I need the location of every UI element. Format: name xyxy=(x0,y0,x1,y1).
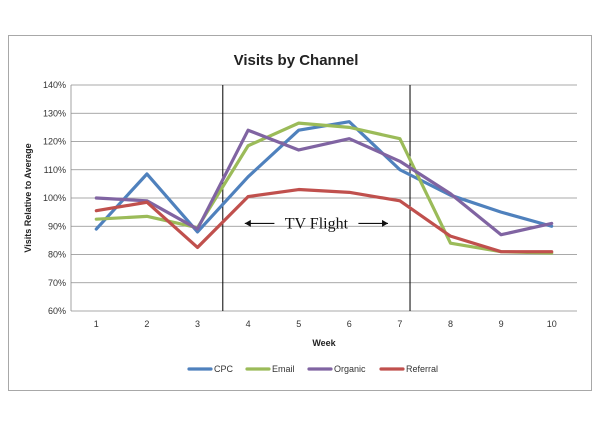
x-tick-label: 8 xyxy=(448,319,453,329)
x-axis-label: Week xyxy=(312,338,336,348)
gridlines xyxy=(70,84,577,312)
legend-label-organic: Organic xyxy=(334,364,366,374)
legend-label-referral: Referral xyxy=(406,364,438,374)
x-tick-label: 5 xyxy=(296,319,301,329)
legend-label-email: Email xyxy=(272,364,295,374)
y-tick-label: 60% xyxy=(48,306,66,316)
legend-label-cpc: CPC xyxy=(214,364,234,374)
y-tick-label: 70% xyxy=(48,278,66,288)
legend: CPC Email Organic Referral xyxy=(187,364,438,374)
x-tick-label: 6 xyxy=(347,319,352,329)
flight-label: TV Flight xyxy=(285,215,349,232)
flight-arrows xyxy=(244,219,389,227)
y-axis-label: Visits Relative to Average xyxy=(23,143,33,252)
series-line-organic xyxy=(94,128,554,237)
y-tick-label: 100% xyxy=(43,193,66,203)
y-tick-label: 80% xyxy=(48,250,66,260)
x-tick-label: 1 xyxy=(94,319,99,329)
y-tick-label: 90% xyxy=(48,221,66,231)
x-axis-ticks: 1 2 3 4 5 6 7 8 9 10 xyxy=(94,319,557,329)
series-line-referral xyxy=(94,187,554,254)
x-tick-label: 3 xyxy=(195,319,200,329)
series-lines xyxy=(94,120,554,255)
x-tick-label: 9 xyxy=(499,319,504,329)
line-chart: Visits by Channel 60%70%80%90%100%110%12… xyxy=(23,52,577,374)
x-tick-label: 2 xyxy=(144,319,149,329)
y-tick-label: 130% xyxy=(43,108,66,118)
chart-title: Visits by Channel xyxy=(234,52,359,69)
left-arrow-icon xyxy=(244,219,251,227)
y-tick-label: 140% xyxy=(43,80,66,90)
x-tick-label: 4 xyxy=(246,319,251,329)
series-line-email xyxy=(94,121,554,255)
tv-flight-annotation: TV Flight xyxy=(222,85,411,311)
chart-frame: Visits by Channel 60% 70% 80% 90% 100% 110% 12… xyxy=(8,35,592,391)
y-axis-ticks: 60% 70% 80% 90% 100% 110% 120% 130% 140% xyxy=(43,80,66,316)
y-tick-label: 120% xyxy=(43,137,66,147)
y-tick-label: 110% xyxy=(44,165,66,175)
x-tick-label: 7 xyxy=(397,319,402,329)
x-tick-label: 10 xyxy=(547,319,557,329)
right-arrow-icon xyxy=(382,219,389,227)
